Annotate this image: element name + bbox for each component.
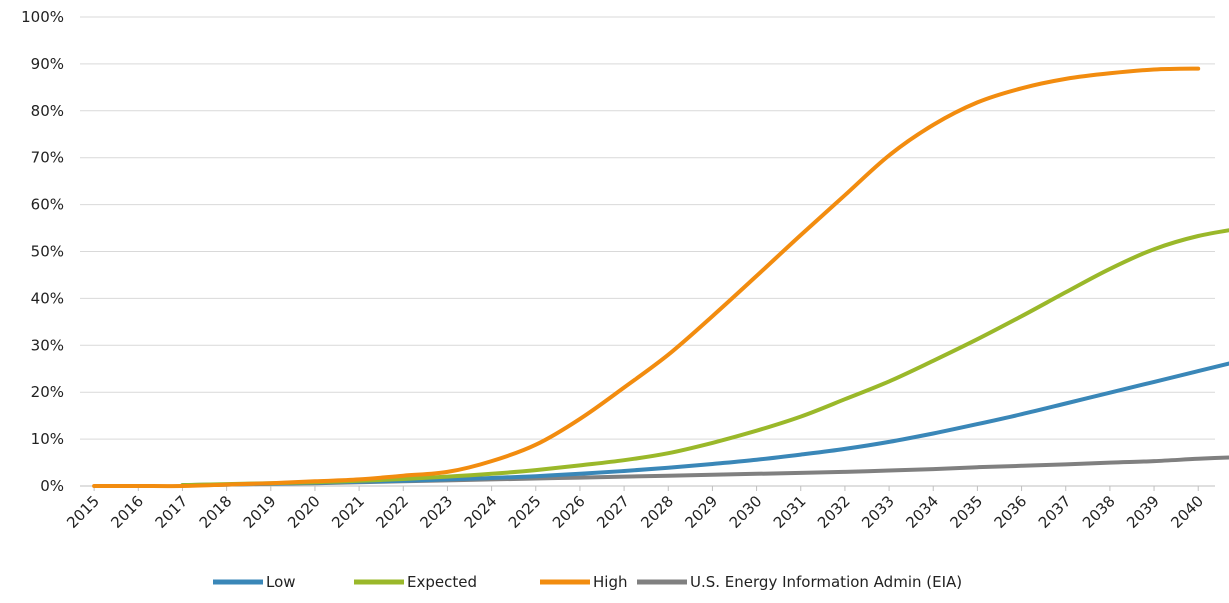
x-tick-label: 2016 bbox=[107, 492, 147, 532]
y-tick-label: 50% bbox=[31, 243, 64, 261]
x-tick-label: 2033 bbox=[858, 492, 898, 532]
y-tick-label: 10% bbox=[31, 430, 64, 448]
series-line-high bbox=[92, 66, 1201, 489]
x-tick-label: 2035 bbox=[946, 492, 986, 532]
legend: Low Expected High U.S. Energy Information A… bbox=[213, 573, 962, 591]
y-tick-label: 80% bbox=[31, 102, 64, 120]
y-tick-label: 0% bbox=[40, 477, 64, 495]
x-tick-label: 2032 bbox=[814, 492, 854, 532]
x-tick-label: 2038 bbox=[1079, 492, 1119, 532]
x-tick-label: 2036 bbox=[991, 492, 1031, 532]
x-tick-label: 2027 bbox=[593, 492, 633, 532]
y-tick-label: 100% bbox=[21, 8, 64, 26]
x-tick-label: 2026 bbox=[549, 492, 589, 532]
legend-label-high: High bbox=[593, 573, 627, 591]
x-tick-label: 2023 bbox=[417, 492, 457, 532]
y-tick-label: 60% bbox=[31, 196, 64, 214]
y-tick-label: 20% bbox=[31, 383, 64, 401]
series-group bbox=[92, 66, 1229, 489]
x-tick-label: 2031 bbox=[770, 492, 810, 532]
y-tick-label: 30% bbox=[31, 336, 64, 354]
series-line-expected bbox=[180, 228, 1229, 488]
x-tick-label: 2022 bbox=[372, 492, 412, 532]
y-tick-label: 40% bbox=[31, 289, 64, 307]
x-tick-label: 2034 bbox=[902, 492, 942, 532]
x-tick-label: 2029 bbox=[682, 492, 722, 532]
y-tick-label: 90% bbox=[31, 55, 64, 73]
x-tick-label: 2039 bbox=[1123, 492, 1163, 532]
x-tick-label: 2028 bbox=[637, 492, 677, 532]
x-tick-label: 2017 bbox=[152, 492, 192, 532]
legend-label-u-s-energy-information-admin-eia: U.S. Energy Information Admin (EIA) bbox=[690, 573, 962, 591]
x-tick-label: 2037 bbox=[1035, 492, 1075, 532]
x-tick-label: 2024 bbox=[461, 492, 501, 532]
x-tick-label: 2030 bbox=[726, 492, 766, 532]
x-tick-label: 2018 bbox=[196, 492, 236, 532]
x-tick-label: 2025 bbox=[505, 492, 545, 532]
y-tick-label: 70% bbox=[31, 149, 64, 167]
x-tick-label: 2015 bbox=[63, 492, 103, 532]
x-tick-label: 2019 bbox=[240, 492, 280, 532]
x-tick-label: 2040 bbox=[1167, 492, 1207, 532]
x-tick-label: 2021 bbox=[328, 492, 368, 532]
legend-label-low: Low bbox=[266, 573, 296, 591]
gridlines bbox=[80, 16, 1215, 440]
series-line-low bbox=[180, 361, 1229, 488]
legend-label-expected: Expected bbox=[407, 573, 477, 591]
x-tick-label: 2020 bbox=[284, 492, 324, 532]
